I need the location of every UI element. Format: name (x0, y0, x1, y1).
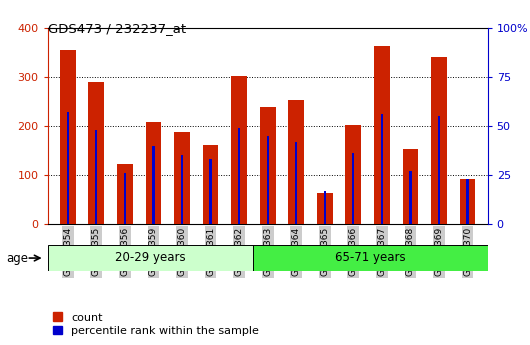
Bar (209, 159, 211, 224)
Bar (238, 128, 240, 224)
FancyBboxPatch shape (48, 245, 253, 271)
Bar (431, 57, 447, 224)
Text: 20-29 years: 20-29 years (115, 252, 186, 264)
Bar (260, 107, 276, 224)
Bar (317, 193, 333, 224)
FancyBboxPatch shape (253, 245, 488, 271)
Bar (181, 155, 183, 224)
Bar (381, 114, 383, 224)
Bar (324, 191, 326, 224)
Bar (346, 125, 361, 224)
Text: age: age (6, 252, 29, 265)
Bar (409, 171, 412, 224)
Bar (352, 154, 355, 224)
Bar (117, 164, 132, 224)
Bar (202, 145, 218, 224)
Bar (438, 116, 440, 224)
Bar (267, 136, 269, 224)
Bar (95, 130, 98, 224)
Bar (295, 142, 297, 224)
Bar (123, 173, 126, 224)
Bar (146, 122, 161, 224)
Bar (89, 82, 104, 224)
Bar (403, 149, 418, 224)
Text: GDS473 / 232237_at: GDS473 / 232237_at (48, 22, 186, 36)
Bar (231, 76, 247, 224)
Bar (466, 179, 469, 224)
Legend: count, percentile rank within the sample: count, percentile rank within the sample (53, 313, 259, 336)
Bar (60, 50, 76, 224)
Bar (288, 100, 304, 224)
Bar (152, 146, 155, 224)
Bar (460, 179, 475, 224)
Bar (67, 112, 69, 224)
Text: 65-71 years: 65-71 years (335, 252, 405, 264)
Bar (174, 132, 190, 224)
Bar (374, 46, 390, 224)
